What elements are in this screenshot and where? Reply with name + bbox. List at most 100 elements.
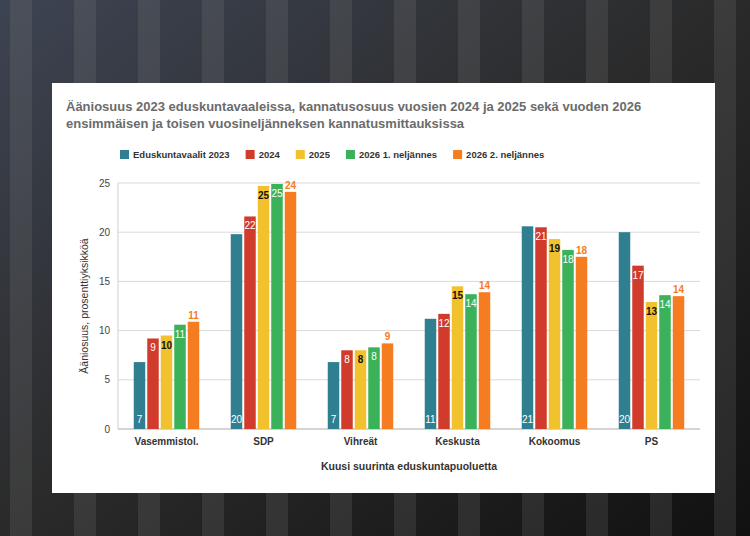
bar — [535, 227, 547, 429]
data-label: 9 — [150, 342, 156, 353]
legend-swatch — [453, 150, 462, 159]
bar — [452, 286, 464, 429]
data-label: 8 — [371, 351, 377, 362]
y-axis-line — [118, 183, 119, 429]
legend-label: 2025 — [309, 149, 331, 160]
bar — [174, 325, 186, 429]
data-label: 8 — [358, 354, 364, 365]
background-column — [714, 0, 736, 536]
x-tick-label: PS — [645, 436, 659, 447]
data-label: 25 — [271, 188, 283, 199]
x-tick-label: Vihreät — [344, 436, 378, 447]
grid-line — [118, 183, 700, 184]
legend-label: Eduskuntavaalit 2023 — [133, 149, 230, 160]
y-tick-label: 0 — [104, 424, 110, 435]
grid-line — [118, 429, 700, 430]
bar — [328, 362, 340, 429]
legend-entry: Eduskuntavaalit 2023 — [120, 149, 230, 160]
grid-line — [118, 379, 700, 380]
chart-panel — [52, 83, 715, 493]
data-label: 18 — [576, 245, 588, 256]
legend-entry: 2024 — [246, 149, 281, 160]
grid-line — [118, 232, 700, 233]
bar — [673, 296, 685, 429]
x-axis-line — [118, 429, 700, 430]
data-label: 19 — [549, 243, 561, 254]
data-label: 11 — [175, 329, 186, 340]
data-label: 14 — [659, 299, 671, 310]
bar — [522, 226, 534, 429]
bar — [244, 216, 256, 429]
data-label: 15 — [452, 290, 464, 301]
data-label: 11 — [425, 414, 436, 425]
x-tick-label: Vasemmistol. — [135, 436, 199, 447]
y-tick-label: 25 — [99, 178, 111, 189]
chart-title: Ääniosuus 2023 eduskuntavaaleissa, kanna… — [66, 99, 641, 131]
data-label: 7 — [331, 414, 337, 425]
chart-root: Ääniosuus 2023 eduskuntavaaleissa, kanna… — [0, 0, 750, 536]
data-label: 14 — [479, 280, 491, 291]
legend-swatch — [296, 150, 305, 159]
bar — [355, 350, 367, 429]
data-label: 14 — [465, 298, 477, 309]
y-tick-label: 15 — [99, 276, 111, 287]
y-tick-label: 20 — [99, 227, 111, 238]
data-label: 24 — [285, 180, 297, 191]
bar — [632, 266, 644, 429]
bar — [659, 295, 671, 429]
bars — [134, 184, 685, 429]
bar — [271, 184, 283, 429]
grid-line — [118, 330, 700, 331]
bar — [646, 302, 658, 429]
x-axis-title: Kuusi suurinta eduskuntapuoluetta — [321, 460, 497, 472]
bar — [134, 362, 146, 429]
bar — [549, 239, 561, 429]
bar — [231, 234, 243, 429]
data-label: 18 — [562, 254, 574, 265]
bar — [562, 250, 574, 429]
x-tick-label: Kokoomus — [529, 436, 581, 447]
legend-swatch — [120, 150, 129, 159]
bar — [258, 186, 270, 429]
data-label: 12 — [438, 318, 450, 329]
bar — [188, 322, 200, 429]
bar — [438, 314, 450, 429]
y-tick-label: 10 — [99, 325, 111, 336]
bar — [147, 338, 159, 429]
bar — [368, 347, 380, 429]
legend-entry: 2026 1. neljännes — [346, 149, 437, 160]
data-label: 7 — [137, 414, 143, 425]
legend-label: 2026 1. neljännes — [359, 149, 437, 160]
bar — [285, 192, 297, 429]
bar — [382, 343, 394, 429]
legend-label: 2026 2. neljännes — [466, 149, 544, 160]
legend-entry: 2026 2. neljännes — [453, 149, 544, 160]
legend-swatch — [346, 150, 355, 159]
bar — [425, 319, 437, 429]
bar — [465, 294, 477, 429]
data-labels: 7910111120222525247888911121514142121191… — [137, 180, 685, 425]
data-label: 21 — [522, 414, 534, 425]
data-label: 21 — [535, 231, 547, 242]
data-label: 10 — [161, 340, 173, 351]
background — [0, 0, 750, 536]
background-column — [10, 0, 32, 536]
legend-swatch — [246, 150, 255, 159]
data-label: 14 — [673, 284, 685, 295]
data-label: 8 — [344, 354, 350, 365]
bar — [161, 336, 173, 429]
grid-line — [118, 281, 700, 282]
data-label: 11 — [188, 310, 199, 321]
bar — [576, 257, 588, 429]
data-label: 22 — [244, 220, 256, 231]
data-label: 13 — [646, 306, 658, 317]
y-tick-label: 5 — [104, 374, 110, 385]
data-label: 9 — [385, 331, 391, 342]
data-label: 25 — [258, 190, 270, 201]
data-label: 20 — [231, 414, 243, 425]
data-label: 17 — [632, 270, 644, 281]
bar — [619, 232, 631, 429]
x-tick-label: SDP — [253, 436, 274, 447]
legend-entry: 2025 — [296, 149, 331, 160]
y-axis-title: Ääniosuus, prosenttiyksikköä — [78, 238, 90, 374]
